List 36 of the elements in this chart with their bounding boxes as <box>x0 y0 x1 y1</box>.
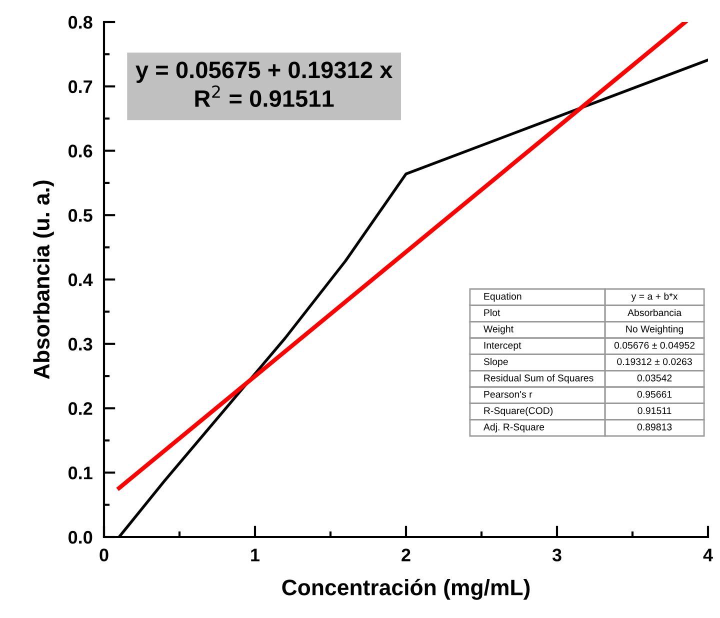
y-tick-label: 0.4 <box>68 273 93 286</box>
y-tick-label: 0.2 <box>68 402 92 415</box>
x-tick-label: 4 <box>703 548 713 562</box>
annotation: Plot <box>484 308 500 316</box>
y-tick-label: 0.1 <box>68 466 92 480</box>
annotation: Residual Sum of Squares <box>484 374 594 384</box>
x-tick-label: 3 <box>552 548 562 562</box>
annotation: 0.89813 <box>637 424 672 430</box>
annotation: Intercept <box>484 342 522 351</box>
y-tick-label: 0.0 <box>68 530 92 544</box>
annotation: Adj. R-Square <box>483 423 544 432</box>
y-tick-label: 0.7 <box>68 80 92 94</box>
annotation: Absorbancia <box>628 308 682 316</box>
x-tick-label: 1 <box>251 548 260 562</box>
annotation: y = a + b*x <box>631 292 678 302</box>
annotation: No Weighting <box>626 325 684 334</box>
y-tick-label: 0.8 <box>68 16 92 29</box>
annotation: Pearson's r <box>484 390 532 398</box>
y-axis-title: Absorbancia (u. a.) <box>33 180 54 379</box>
x-axis-title: Concentración (mg/mL) <box>282 578 530 600</box>
annotation: R$^{2}$ = 0.91511 <box>195 85 334 107</box>
annotation: 0.05676 ± 0.04952 <box>614 342 695 349</box>
annotation: 0.95661 <box>637 390 672 398</box>
y-tick-label: 0.3 <box>68 338 92 351</box>
x-tick-label: 2 <box>402 548 410 562</box>
y-tick-label: 0.6 <box>68 144 92 158</box>
annotation: R-Square(COD) <box>484 406 553 416</box>
annotation: y = 0.05675 + 0.19312 x <box>136 62 393 83</box>
annotation: 0.19312 ± 0.0263 <box>617 358 692 366</box>
annotation: Equation <box>484 292 522 302</box>
x-tick-label: 0 <box>100 548 108 562</box>
y-tick-label: 0.5 <box>68 209 92 222</box>
annotation: 0.91511 <box>638 407 672 414</box>
annotation: Slope <box>484 358 508 368</box>
annotation: 0.03542 <box>637 374 672 382</box>
annotation: Weight <box>483 325 514 334</box>
